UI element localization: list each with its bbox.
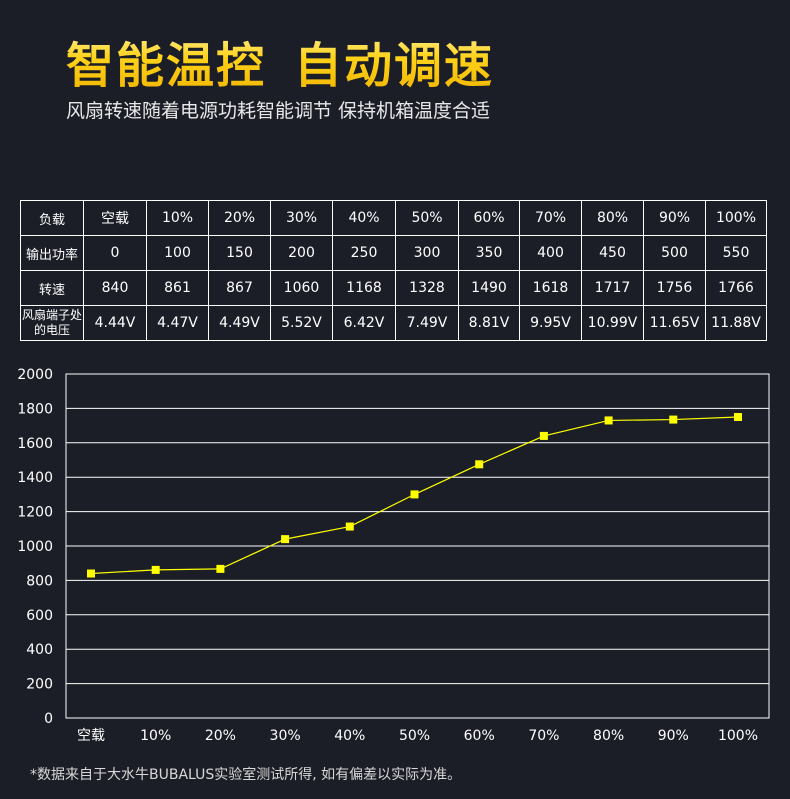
table-cell: 20%: [208, 200, 271, 236]
table-row: 输出功率 0 100 150 200 250 300 350 400 450 500 550: [20, 235, 767, 271]
table-cell: 80%: [581, 200, 644, 236]
x-tick-label: 10%: [140, 728, 171, 744]
y-tick-label: 400: [26, 642, 53, 658]
table-cell: 500: [643, 235, 706, 271]
table-cell: 350: [458, 235, 520, 271]
x-tick-label: 空载: [77, 728, 105, 744]
data-point: [345, 522, 354, 531]
y-tick-label: 0: [44, 711, 53, 727]
data-point: [281, 535, 290, 544]
table-cell: 7.49V: [395, 305, 459, 341]
table-cell: 150: [208, 235, 271, 271]
table-cell: 70%: [519, 200, 582, 236]
x-tick-label: 100%: [718, 728, 758, 744]
table-cell: 空载: [83, 200, 147, 236]
x-tick-label: 30%: [270, 728, 301, 744]
table-cell: 1490: [458, 270, 520, 306]
data-point: [410, 490, 419, 499]
table-row: 负载 空载 10% 20% 30% 40% 50% 60% 70% 80% 90% 100%: [20, 200, 767, 236]
table-cell: 4.44V: [83, 305, 147, 341]
table-cell: 100%: [705, 200, 767, 236]
table-cell: 11.88V: [705, 305, 767, 341]
table-cell: 10%: [146, 200, 209, 236]
x-tick-label: 50%: [399, 728, 430, 744]
y-tick-label: 2000: [17, 367, 53, 383]
table-cell: 6.42V: [332, 305, 396, 341]
table-cell: 550: [705, 235, 767, 271]
row-label: 输出功率: [20, 235, 84, 271]
table-cell: 1717: [581, 270, 644, 306]
row-label: 风扇端子处的电压: [20, 305, 84, 341]
table-row: 转速 840 861 867 1060 1168 1328 1490 1618 1717 1756 1…: [20, 270, 767, 306]
table-cell: 10.99V: [581, 305, 644, 341]
table-cell: 250: [332, 235, 396, 271]
table-cell: 840: [83, 270, 147, 306]
y-tick-label: 1600: [17, 436, 53, 452]
x-tick-label: 70%: [528, 728, 559, 744]
data-point: [87, 569, 95, 578]
y-tick-label: 800: [26, 573, 53, 589]
page-subtitle: 风扇转速随着电源功耗智能调节 保持机箱温度合适: [66, 100, 491, 122]
title-part-1: 智能温控: [66, 38, 267, 94]
y-tick-label: 1800: [17, 401, 53, 417]
table-cell: 5.52V: [270, 305, 333, 341]
table-cell: 1618: [519, 270, 582, 306]
table-cell: 90%: [643, 200, 706, 236]
table-cell: 40%: [332, 200, 396, 236]
table-cell: 1168: [332, 270, 396, 306]
table-cell: 60%: [458, 200, 520, 236]
y-tick-label: 1400: [17, 470, 53, 486]
x-tick-label: 90%: [658, 728, 689, 744]
x-tick-label: 60%: [464, 728, 495, 744]
data-point: [669, 415, 678, 424]
page-title: 智能温控 自动调速: [66, 26, 494, 96]
table-cell: 400: [519, 235, 582, 271]
table-cell: 1766: [705, 270, 767, 306]
table-cell: 30%: [270, 200, 333, 236]
data-point: [604, 416, 613, 425]
table-cell: 100: [146, 235, 209, 271]
y-tick-label: 600: [26, 608, 53, 624]
data-point: [216, 564, 225, 573]
table-cell: 9.95V: [519, 305, 582, 341]
table-cell: 0: [83, 235, 147, 271]
data-point: [539, 431, 548, 440]
x-tick-label: 40%: [334, 728, 365, 744]
table-cell: 861: [146, 270, 209, 306]
x-tick-label: 80%: [593, 728, 624, 744]
table-cell: 11.65V: [643, 305, 706, 341]
table-cell: 1060: [270, 270, 333, 306]
table-cell: 1328: [395, 270, 459, 306]
table-cell: 50%: [395, 200, 459, 236]
title-part-2: 自动调速: [294, 38, 495, 94]
data-point: [475, 460, 484, 469]
table-cell: 200: [270, 235, 333, 271]
table-cell: 867: [208, 270, 271, 306]
data-point: [734, 413, 742, 421]
table-cell: 4.47V: [146, 305, 209, 341]
y-tick-label: 200: [26, 677, 53, 693]
table-cell: 450: [581, 235, 644, 271]
fan-spec-table: 负载 空载 10% 20% 30% 40% 50% 60% 70% 80% 90% 100% 输出功率 0…: [20, 200, 767, 341]
table-cell: 300: [395, 235, 459, 271]
y-tick-label: 1000: [17, 539, 53, 555]
y-tick-label: 1200: [17, 505, 53, 521]
row-label: 负载: [20, 200, 84, 236]
table-cell: 1756: [643, 270, 706, 306]
x-tick-label: 20%: [205, 728, 236, 744]
table-cell: 4.49V: [208, 305, 271, 341]
fan-speed-chart: 0 200 400 600 800 1000 1200 1400 1600 1800 2000 空载 1…: [17, 367, 770, 744]
data-point: [151, 565, 160, 574]
table-row: 风扇端子处的电压 4.44V 4.47V 4.49V 5.52V 6.42V 7.49V 8.…: [20, 305, 767, 341]
footnote: *数据来自于大水牛BUBALUS实验室测试所得, 如有偏差以实际为准。: [30, 767, 462, 783]
row-label: 转速: [20, 270, 84, 306]
table-cell: 8.81V: [458, 305, 520, 341]
